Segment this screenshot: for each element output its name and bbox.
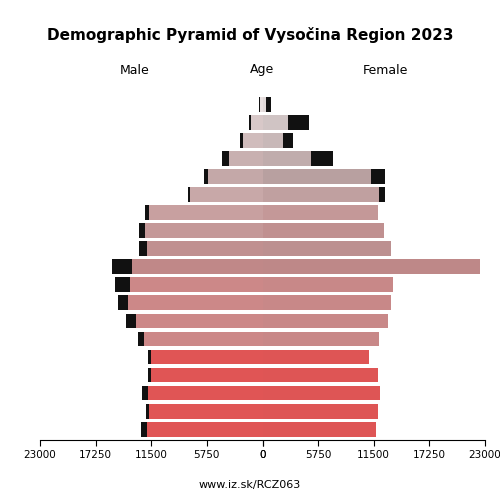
Bar (148, 386, 262, 400)
Bar (266, 97, 272, 112)
Bar (151, 368, 262, 382)
Bar (378, 187, 385, 202)
Bar (144, 332, 262, 346)
Text: 90: 90 (262, 100, 276, 110)
Bar (311, 151, 333, 166)
Bar (262, 260, 480, 274)
Bar (262, 350, 369, 364)
Bar (262, 115, 287, 130)
Bar (262, 187, 378, 202)
Bar (148, 368, 151, 382)
Text: Male: Male (120, 64, 150, 76)
Bar (262, 404, 378, 418)
Bar (112, 260, 132, 274)
Text: Female: Female (362, 64, 408, 76)
Bar (243, 133, 262, 148)
Text: 60: 60 (262, 208, 276, 218)
Bar (262, 314, 388, 328)
Bar (128, 296, 262, 310)
Bar (148, 242, 262, 256)
Bar (262, 97, 266, 112)
Bar (249, 115, 251, 130)
Bar (126, 314, 136, 328)
Bar (262, 151, 311, 166)
Bar (142, 386, 148, 400)
Bar (262, 368, 378, 382)
Bar (262, 386, 380, 400)
Bar (136, 314, 262, 328)
Bar (132, 260, 262, 274)
Bar (139, 224, 145, 238)
Bar (150, 404, 262, 418)
Bar (228, 151, 262, 166)
Bar (262, 278, 393, 292)
Bar (138, 332, 144, 346)
Bar (118, 296, 128, 310)
Bar (151, 350, 262, 364)
Text: 20: 20 (262, 352, 276, 362)
Bar (148, 422, 262, 436)
Text: Demographic Pyramid of Vysočina Region 2023: Demographic Pyramid of Vysočina Region 2… (47, 27, 453, 43)
Bar (283, 133, 293, 148)
Bar (262, 332, 378, 346)
Text: 0: 0 (262, 424, 269, 434)
Bar (240, 133, 243, 148)
Bar (262, 242, 391, 256)
Bar (144, 206, 150, 220)
Text: 70: 70 (262, 172, 276, 181)
Bar (262, 206, 378, 220)
Bar (146, 404, 150, 418)
Bar (148, 350, 151, 364)
Text: 50: 50 (262, 244, 276, 254)
Bar (262, 133, 283, 148)
Bar (146, 224, 262, 238)
Bar (260, 97, 262, 112)
Bar (251, 115, 262, 130)
Bar (262, 296, 391, 310)
Bar (130, 278, 262, 292)
Bar (262, 422, 376, 436)
Bar (150, 206, 262, 220)
Text: 80: 80 (262, 136, 276, 145)
Bar (190, 187, 262, 202)
Bar (262, 169, 371, 184)
Bar (288, 115, 309, 130)
Bar (204, 169, 208, 184)
Text: 30: 30 (262, 316, 276, 326)
Text: www.iz.sk/RCZ063: www.iz.sk/RCZ063 (199, 480, 301, 490)
Bar (222, 151, 228, 166)
Bar (115, 278, 130, 292)
Bar (188, 187, 190, 202)
Bar (139, 242, 147, 256)
Bar (371, 169, 385, 184)
Text: Age: Age (250, 64, 274, 76)
Text: 40: 40 (262, 280, 276, 290)
Bar (262, 224, 384, 238)
Bar (208, 169, 262, 184)
Text: 10: 10 (262, 388, 276, 398)
Bar (142, 422, 148, 436)
